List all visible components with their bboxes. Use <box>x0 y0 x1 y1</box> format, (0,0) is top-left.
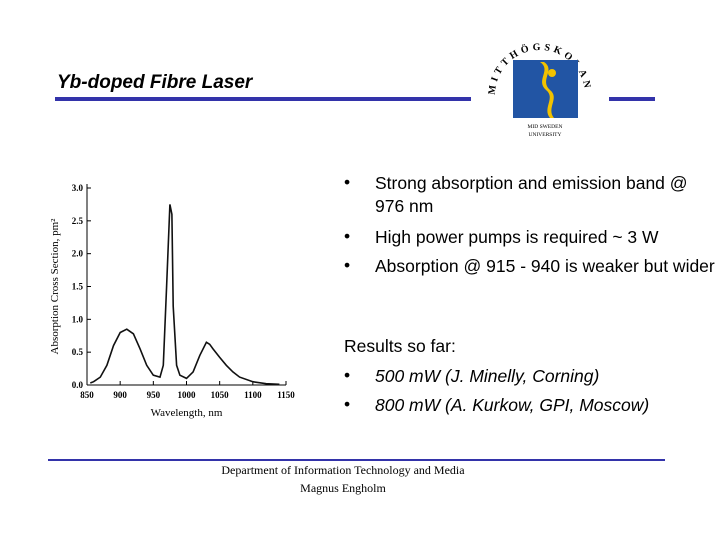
slide-title: Yb-doped Fibre Laser <box>57 72 253 93</box>
x-tick-label: 1150 <box>277 390 295 400</box>
bullet-text: Strong absorption and emission band @ 97… <box>375 173 688 216</box>
logo: MITTHÖGSKOLAN MID SWEDEN UNIVERSITY <box>487 41 590 138</box>
figure: 0.0 0.5 1.0 1.5 2.0 2.5 3.0 850 900 950 1000 1050 11… <box>49 183 295 419</box>
x-tick-label: 1000 <box>178 390 197 400</box>
bullet: • <box>344 255 351 275</box>
result-item: 800 mW (A. Kurkow, GPI, Moscow) <box>375 395 650 415</box>
y-tick-label: 0.0 <box>72 380 84 390</box>
logo-line: MID SWEDEN <box>528 124 563 130</box>
x-tick-label: 1050 <box>211 390 230 400</box>
bullet: • <box>344 226 351 246</box>
footer-line: Department of Information Technology and… <box>221 463 465 477</box>
y-tick-label: 2.0 <box>72 249 84 259</box>
y-axis-label: Absorption Cross Section, pm² <box>49 218 61 355</box>
x-tick-label: 850 <box>80 390 94 400</box>
x-tick-label: 950 <box>147 390 161 400</box>
logo-shape <box>540 62 554 118</box>
footer-rule <box>48 459 665 461</box>
y-tick-label: 2.5 <box>72 216 84 226</box>
bullet-text: High power pumps is required ~ 3 W <box>375 227 659 247</box>
title-rule <box>609 97 655 101</box>
y-tick-label: 1.5 <box>72 282 84 292</box>
y-tick-label: 0.5 <box>72 347 84 357</box>
logo-line: UNIVERSITY <box>529 132 562 138</box>
bullet: • <box>344 365 351 385</box>
bullet: • <box>344 172 351 192</box>
results-heading: Results so far: <box>344 336 456 356</box>
bullet: • <box>344 394 351 414</box>
y-tick-label: 3.0 <box>72 183 84 193</box>
title-rule <box>55 97 471 101</box>
footer-line: Magnus Engholm <box>300 481 386 495</box>
x-axis-label: Wavelength, nm <box>151 407 223 419</box>
y-tick-label: 1.0 <box>72 314 84 324</box>
bullet-text: Absorption @ 915 - 940 is weaker but wid… <box>375 256 715 276</box>
x-tick-label: 1100 <box>244 390 262 400</box>
logo-dot <box>548 69 556 77</box>
x-tick-label: 900 <box>113 390 127 400</box>
curve <box>90 204 280 386</box>
result-item: 500 mW (J. Minelly, Corning) <box>375 366 600 386</box>
